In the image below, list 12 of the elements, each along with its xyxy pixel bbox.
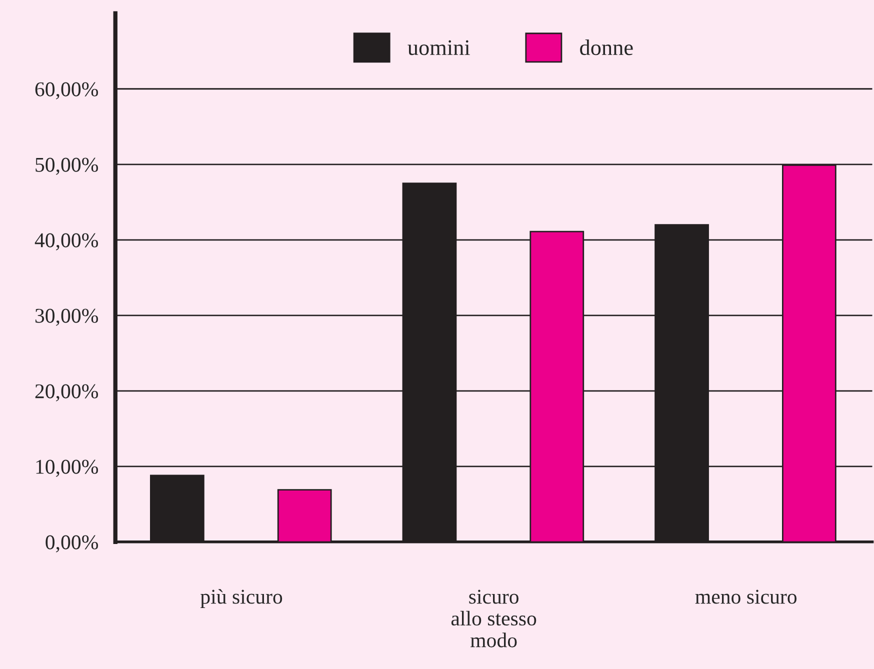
- y-tick-label: 20,00%: [35, 384, 98, 402]
- x-tick-label: sicuro allo stesso modo: [451, 590, 536, 648]
- legend-label: donne: [580, 40, 633, 56]
- y-tick-label: 30,00%: [35, 308, 98, 326]
- x-tick-label: meno sicuro: [695, 590, 797, 604]
- y-tick-label: 60,00%: [35, 82, 98, 100]
- y-tick-label: 40,00%: [34, 233, 98, 250]
- y-tick-label: 50,00%: [36, 158, 98, 175]
- y-tick-label: 0,00%: [46, 535, 98, 552]
- legend-label: uomini: [408, 40, 470, 56]
- y-tick-label: 10,00%: [36, 460, 98, 477]
- x-tick-label: più sicuro: [200, 589, 282, 608]
